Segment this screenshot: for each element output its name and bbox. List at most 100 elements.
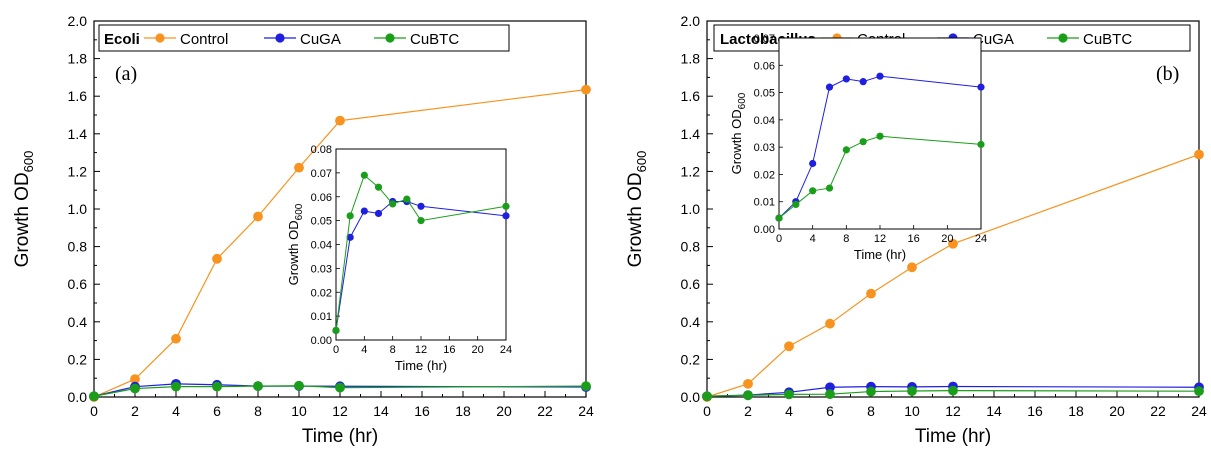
y-tick-label: 1.4 [68,126,88,142]
inset-data-point-cuga [502,212,510,220]
y-tick-label: 0.8 [68,239,88,255]
y-axis-title: Growth OD600 [625,151,649,268]
x-tick-label: 24 [578,403,594,419]
y-tick-label: 0.2 [681,351,701,367]
y-tick-label: 0.8 [681,239,701,255]
x-tick-label: 0 [90,403,98,419]
data-point-control [294,162,304,173]
inset-data-point-cubtc [403,195,411,203]
inset-x-axis-title: Time (hr) [395,358,447,373]
inset-data-point-cubtc [346,212,354,220]
inset-data-point-cuga [825,83,834,91]
inset-x-axis-title: Time (hr) [854,247,906,262]
inset-data-point-cuga [809,159,817,168]
legend-title: Ecoli [104,31,140,48]
inset-frame [335,148,507,341]
inset-x-tick-label: 12 [415,344,427,356]
x-tick-label: 2 [744,403,752,419]
legend-label-cuga: CuGA [973,31,1014,48]
legend-swatch-marker [275,33,285,43]
inset-data-point-cuga [417,202,425,210]
inset-x-tick-label: 20 [472,344,484,356]
y-tick-label: 1.6 [681,88,701,104]
y-tick-label: 0.4 [68,314,88,330]
inset-y-axis-title: Growth OD600 [286,203,305,285]
data-point-control [743,378,753,389]
x-tick-label: 18 [1068,403,1084,419]
inset-data-point-cubtc [502,202,510,210]
inset-data-point-cubtc [775,214,783,222]
panel-label: (b) [1156,63,1179,85]
x-axis-title: Time (hr) [915,426,991,447]
legend-swatch-marker [1058,33,1068,43]
x-tick-label: 2 [131,403,139,419]
data-point-cubtc [212,381,222,392]
inset-y-axis-title-main: Growth OD [286,220,301,285]
inset-y-tick-label: 0.05 [754,88,775,100]
inset-data-point-cuga [374,209,383,218]
data-point-cubtc [253,381,263,391]
inset-y-tick-label: 0.05 [311,216,332,228]
x-tick-label: 14 [373,403,389,419]
x-axis-title: Time (hr) [302,426,378,447]
inset-data-point-cuga [842,75,850,83]
x-tick-label: 18 [455,403,471,419]
inset-plot: 0 4 8 12 16 20 24 0.00 0.01 0.02 0.03 0.04 0.05 0.06 0… [729,33,987,262]
data-point-cubtc [948,385,958,396]
inset-x-tick-label: 20 [941,233,953,245]
x-tick-label: 20 [496,403,512,419]
inset-data-point-cubtc [876,132,884,140]
x-tick-label: 12 [332,403,348,419]
data-point-cubtc [130,383,140,394]
panel-label: (a) [115,63,137,85]
inset-x-tick-label: 24 [500,344,512,356]
data-point-cubtc [825,389,835,400]
inset-y-tick-label: 0.04 [311,240,332,252]
y-tick-label: 1.8 [68,51,88,67]
inset-data-point-cubtc [417,217,425,225]
inset-data-point-cubtc [360,171,368,179]
inset-y-tick-label: 0.08 [311,144,332,156]
inset-data-point-cubtc [977,140,985,149]
y-axis-title-main: Growth OD [625,172,646,267]
inset-y-axis-title-subscript: 600 [737,92,748,109]
x-tick-label: 8 [867,403,875,419]
y-tick-label: 2.0 [681,13,701,29]
inset-x-tick-label: 16 [908,233,920,245]
x-tick-label: 24 [1191,403,1207,419]
x-tick-label: 22 [1150,403,1166,419]
data-point-control [825,318,835,329]
y-tick-label: 0.6 [68,276,88,292]
inset-y-tick-label: 0.06 [754,60,775,72]
x-tick-label: 6 [826,403,834,419]
inset-y-tick-label: 0.07 [311,168,332,180]
inset-y-tick-label: 0.01 [311,311,332,323]
data-point-cubtc [581,381,591,391]
inset-data-point-cuga [977,83,985,91]
x-tick-label: 20 [1109,403,1125,419]
x-tick-label: 6 [213,403,221,419]
inset-data-point-cubtc [792,200,800,209]
data-point-control [784,341,794,352]
panel-b: 0 2 4 6 8 10 12 14 16 18 20 22 240.00.20.40.60.81.01… [625,13,1207,447]
inset-y-axis-title-subscript: 600 [294,203,305,220]
data-point-cubtc [294,380,304,391]
inset-y-tick-label: 0.00 [754,224,775,236]
inset-x-tick-label: 8 [843,233,849,245]
x-tick-label: 12 [945,403,961,419]
inset-data-point-cubtc [389,200,397,208]
y-axis-title-main: Growth OD [12,172,33,267]
y-tick-label: 1.8 [681,51,701,67]
inset-y-tick-label: 0.02 [754,169,775,181]
data-point-cubtc [89,391,99,402]
x-tick-label: 14 [986,403,1002,419]
inset-y-axis-title: Growth OD600 [729,92,748,174]
x-tick-label: 16 [1027,403,1043,419]
data-point-control [581,84,591,95]
inset-y-axis-title-main: Growth OD [729,109,744,174]
inset-y-tick-label: 0.03 [754,142,775,154]
data-point-cubtc [171,381,181,392]
y-tick-label: 1.0 [68,201,88,217]
legend-label-cubtc: CuBTC [1083,31,1132,48]
